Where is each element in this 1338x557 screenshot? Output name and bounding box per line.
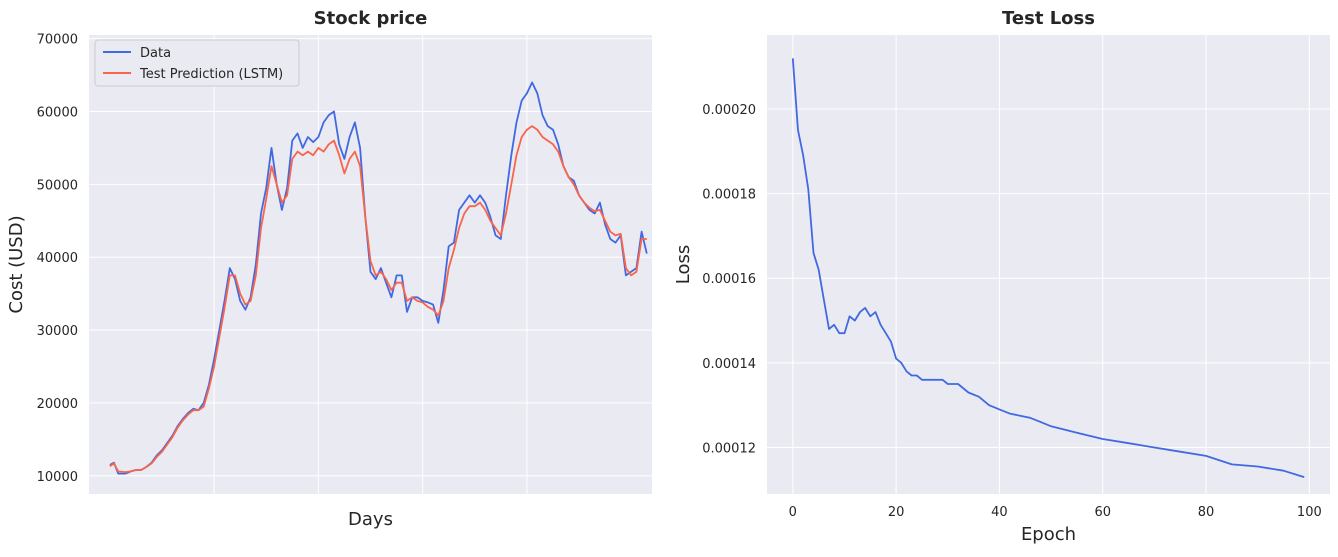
x-tick-label: 0 bbox=[789, 505, 797, 520]
y-tick-label: 40000 bbox=[37, 251, 78, 266]
y-tick-label: 60000 bbox=[37, 106, 78, 121]
legend-label-prediction: Test Prediction (LSTM) bbox=[139, 67, 283, 82]
y-tick-label: 30000 bbox=[37, 324, 78, 339]
chart-title: Test Loss bbox=[1002, 8, 1095, 29]
y-axis-label: Cost (USD) bbox=[6, 215, 27, 313]
plot-area bbox=[767, 35, 1330, 494]
y-tick-label: 0.00016 bbox=[702, 272, 756, 287]
gridlines bbox=[89, 35, 652, 494]
y-tick-label: 20000 bbox=[37, 397, 78, 412]
y-tick-label: 50000 bbox=[37, 178, 78, 193]
x-axis-label: Epoch bbox=[1021, 524, 1076, 545]
chart-test-loss: 0 20 40 60 80 100 0.000120.000140.000160.0001… bbox=[673, 8, 1330, 545]
x-tick-label: 100 bbox=[1297, 505, 1322, 520]
y-tick-label: 0.00014 bbox=[702, 357, 756, 372]
series-group bbox=[791, 58, 1305, 478]
y-tick-label: 0.00020 bbox=[702, 103, 756, 118]
x-tick-labels: 0 20 40 60 80 100 bbox=[789, 505, 1322, 520]
prediction-series-line bbox=[109, 125, 647, 474]
x-tick-label: 80 bbox=[1198, 505, 1215, 520]
x-tick-label: 60 bbox=[1094, 505, 1111, 520]
y-tick-labels: 0.00012 0.00014 0.00016 0.00018 0.00020 bbox=[702, 103, 756, 456]
legend-box bbox=[94, 39, 300, 87]
chart-stock-price: 10000 20000 30000 40000 50000 60000 70000 Stoc… bbox=[6, 8, 652, 530]
series-group bbox=[109, 81, 648, 475]
y-tick-labels: 10000 20000 30000 40000 50000 60000 70000 bbox=[37, 33, 78, 485]
gridlines bbox=[767, 35, 1330, 494]
x-tick-label: 40 bbox=[991, 505, 1008, 520]
y-tick-label: 70000 bbox=[37, 33, 78, 48]
x-axis-label: Days bbox=[348, 509, 393, 530]
legend: Data Test Prediction (LSTM) bbox=[94, 39, 300, 87]
legend-label-data: Data bbox=[140, 46, 171, 61]
x-tick-label: 20 bbox=[888, 505, 905, 520]
loss-series-line bbox=[791, 58, 1305, 478]
y-tick-label: 0.00018 bbox=[702, 188, 756, 203]
y-tick-label: 0.00012 bbox=[702, 441, 756, 456]
y-tick-label: 10000 bbox=[37, 470, 78, 485]
y-axis-label: Loss bbox=[673, 245, 694, 284]
chart-title: Stock price bbox=[314, 8, 428, 29]
